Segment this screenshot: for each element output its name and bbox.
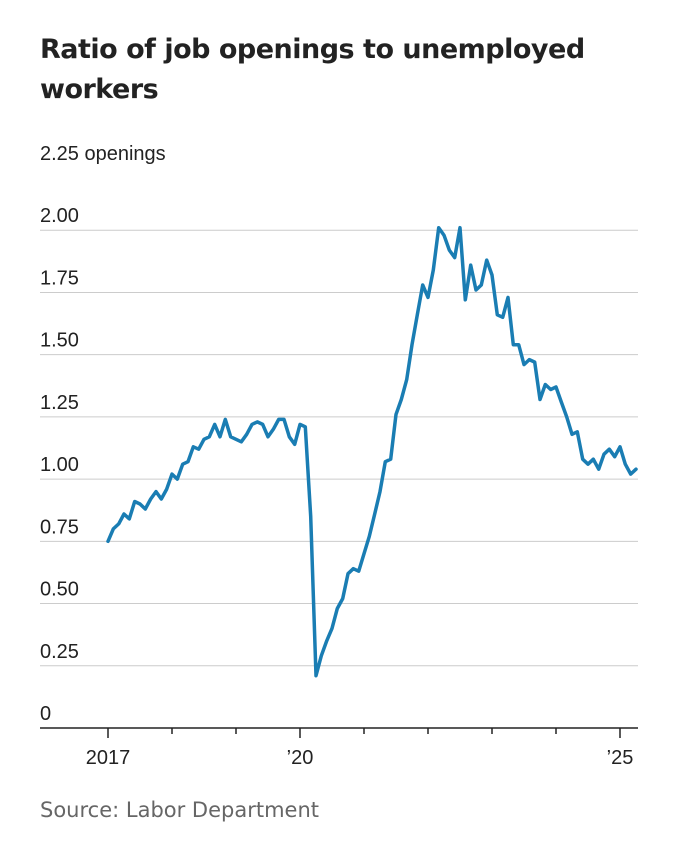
y-tick-label: 1.00	[40, 454, 79, 476]
chart: 0 0.25 0.50 0.75 1.00 1.25 1.50 1.75 2.00 2.25 op…	[40, 143, 638, 769]
y-tick-label: 0.75	[40, 516, 79, 538]
y-tick-label: 2.00	[40, 205, 79, 227]
y-tick-label: 0.50	[40, 579, 79, 601]
y-tick-label: 1.25	[40, 392, 79, 414]
x-tick-label: ’20	[287, 747, 314, 769]
x-tick-label: 2017	[86, 747, 131, 769]
y-tick-label: 2.25 openings	[40, 143, 166, 165]
y-axis-ticks: 0 0.25 0.50 0.75 1.00 1.25 1.50 1.75 2.00 2.25 op…	[40, 143, 166, 725]
y-tick-label: 1.50	[40, 330, 79, 352]
source-note: Source: Labor Department	[40, 798, 320, 822]
y-tick-label: 0.25	[40, 641, 79, 663]
x-axis: 2017 ’20 ’25	[40, 727, 638, 769]
y-tick-label: 1.75	[40, 267, 79, 289]
gridlines	[40, 229, 638, 667]
y-tick-label: 0	[40, 703, 51, 725]
series-line	[106, 225, 638, 678]
x-tick-label: ’25	[607, 747, 634, 769]
chart-title: Ratio of job openings to unemployed work…	[40, 34, 585, 105]
series-line-layer	[106, 225, 638, 678]
